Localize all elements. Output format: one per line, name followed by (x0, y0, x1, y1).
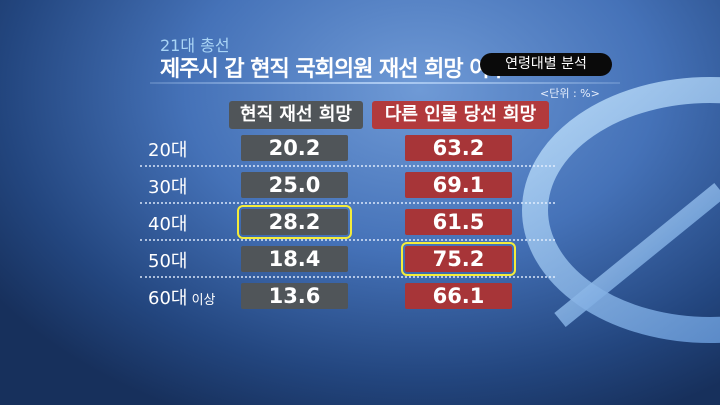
value-incumbent: 13.6 (241, 283, 348, 309)
column-header-incumbent: 현직 재선 희망 (229, 101, 363, 129)
value-incumbent: 18.4 (241, 246, 348, 272)
pie-decoration (522, 77, 720, 343)
page-title: 제주시 갑 현직 국회의원 재선 희망 여부 (160, 57, 509, 82)
age-suffix: 이상 (187, 293, 216, 308)
divider (150, 82, 620, 84)
value-incumbent: 28.2 (237, 205, 352, 239)
row-label: 60대 이상 (148, 284, 216, 310)
row-divider (140, 165, 555, 167)
subtitle: 21대 총선 (160, 36, 230, 55)
value-other: 66.1 (405, 283, 512, 309)
row-divider (140, 276, 555, 278)
row-label: 50대 (148, 247, 187, 273)
analysis-badge: 연령대별 분석 (480, 53, 612, 76)
column-header-other: 다른 인물 당선 희망 (372, 101, 549, 129)
age-group: 20대 (148, 140, 188, 161)
row-divider (140, 202, 555, 204)
value-other: 75.2 (401, 242, 516, 276)
age-group: 50대 (148, 251, 188, 272)
unit-label: <단위 : %> (540, 87, 600, 100)
row-label: 20대 (148, 136, 187, 162)
age-group: 60대 (148, 288, 188, 309)
age-group: 40대 (148, 214, 188, 235)
value-incumbent: 20.2 (241, 135, 348, 161)
row-divider (140, 239, 555, 241)
row-label: 40대 (148, 210, 187, 236)
value-other: 61.5 (405, 209, 512, 235)
value-incumbent: 25.0 (241, 172, 348, 198)
row-label: 30대 (148, 173, 187, 199)
age-group: 30대 (148, 177, 188, 198)
value-other: 63.2 (405, 135, 512, 161)
value-other: 69.1 (405, 172, 512, 198)
